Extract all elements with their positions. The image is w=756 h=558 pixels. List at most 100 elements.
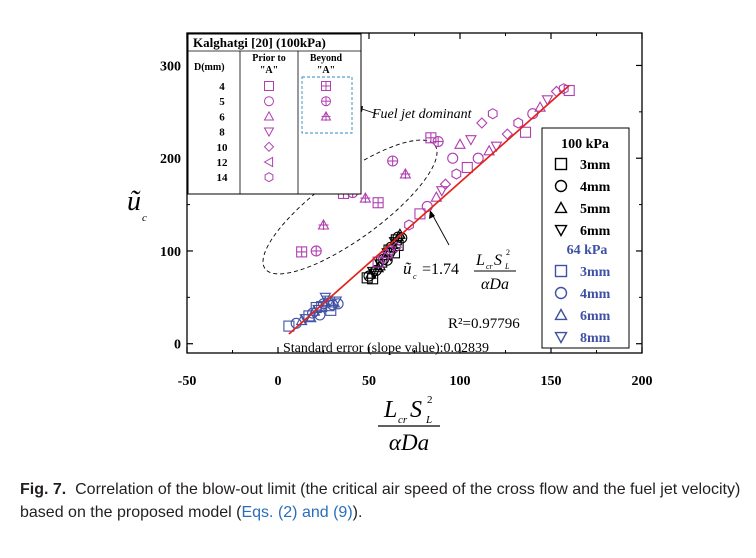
x-tick-labels: -50 0 50 100 150 200 xyxy=(178,374,653,389)
marker-triangle-down xyxy=(263,127,275,138)
eq-denominator: αDa xyxy=(481,276,509,293)
marker-square xyxy=(264,81,274,91)
marker-hexagon xyxy=(487,108,498,120)
inset-beyond-marker xyxy=(321,96,331,107)
data-point xyxy=(430,191,443,202)
data-point xyxy=(461,161,473,174)
caption-text-end: ). xyxy=(352,504,363,521)
inset-row-diameter: 6 xyxy=(219,111,225,123)
marker-square xyxy=(310,302,322,314)
legend-label: 6mm xyxy=(580,309,611,324)
data-point xyxy=(435,186,448,197)
beyond-a-dashed-box xyxy=(301,76,353,134)
legend-marker xyxy=(554,264,568,278)
marker-triangle-down xyxy=(435,186,448,197)
marker-hexagon xyxy=(404,219,414,231)
legend-group2-title: 64 kPa xyxy=(567,243,608,258)
legend-entries: 3mm 4mm 5mm 6mm 3mm 4mm 6mm 8mm xyxy=(554,157,611,346)
marker-circle xyxy=(472,152,484,164)
data-point xyxy=(447,152,459,164)
data-point xyxy=(513,117,524,129)
eq-lhs: ũ xyxy=(403,259,412,278)
data-point xyxy=(314,309,326,321)
marker-circle xyxy=(554,286,568,300)
marker-hexagon xyxy=(264,172,274,183)
fit-line xyxy=(288,84,570,335)
legend-label: 8mm xyxy=(580,331,611,346)
data-point xyxy=(310,245,322,257)
col-prior-header-1: Prior to xyxy=(252,53,285,64)
x-label-cr: cr xyxy=(398,414,408,426)
inset-prior-marker xyxy=(264,172,274,183)
inset-table: Kalghatgi [20] (100kPa) D(mm) Prior to "… xyxy=(187,33,362,195)
caption-equation-link[interactable]: Eqs. (2) and (9) xyxy=(241,504,353,521)
legend-box xyxy=(541,127,630,349)
eq-num-cr: cr xyxy=(486,262,494,271)
data-point xyxy=(368,268,381,280)
marker-diamond xyxy=(390,241,403,254)
marker-triangle-up xyxy=(554,308,568,321)
data-point xyxy=(519,126,532,138)
inset-row-diameter: 12 xyxy=(217,157,229,169)
data-point xyxy=(421,200,433,212)
marker-triangle-down xyxy=(554,331,568,344)
marker-circle xyxy=(332,298,344,310)
fuel-jet-label: Fuel jet dominant xyxy=(371,107,473,122)
data-point xyxy=(317,218,330,230)
x-tick-label: 0 xyxy=(275,374,282,389)
data-point xyxy=(490,141,503,153)
x-tick-label: -50 xyxy=(178,374,197,389)
data-point xyxy=(451,168,462,180)
legend-marker xyxy=(554,286,568,300)
data-point xyxy=(303,310,315,322)
legend-marker xyxy=(554,179,568,193)
data-point xyxy=(483,144,496,156)
legend-marker xyxy=(554,331,568,344)
y-axis-label-sub: c xyxy=(142,212,147,224)
y-tick-label: 100 xyxy=(160,245,181,260)
marker-triangle-up xyxy=(263,110,275,121)
chart-canvas: -50 0 50 100 150 200 0 100 200 300 ũ c L cr S L … xyxy=(127,32,653,455)
col-beyond-header-2: "A" xyxy=(317,65,335,76)
eq-num-S: S xyxy=(494,252,502,269)
legend-label: 3mm xyxy=(580,265,611,280)
y-tick-label: 200 xyxy=(160,152,181,167)
data-point xyxy=(372,197,384,209)
y-tick-label: 0 xyxy=(174,338,181,353)
marker-triangle-down xyxy=(464,135,477,146)
marker-circle xyxy=(264,96,274,107)
marker-triangle-up xyxy=(454,138,466,149)
inset-table-title: Kalghatgi [20] (100kPa) xyxy=(193,35,326,50)
marker-triangle-down xyxy=(490,141,503,153)
marker-square xyxy=(461,161,473,174)
x-axis-label: L cr S L 2 αDa xyxy=(378,394,440,455)
x-tick-label: 150 xyxy=(541,374,562,389)
data-point xyxy=(439,178,452,190)
data-point xyxy=(381,254,393,266)
inset-prior-marker xyxy=(263,156,274,168)
inset-prior-marker xyxy=(264,81,274,91)
legend-label: 4mm xyxy=(580,180,611,195)
data-point xyxy=(399,167,412,179)
marker-circle xyxy=(447,152,459,164)
marker-hexagon xyxy=(513,117,524,129)
data-point xyxy=(359,191,372,204)
data-point xyxy=(476,117,488,129)
inset-prior-marker xyxy=(263,141,275,153)
data-point xyxy=(390,241,403,254)
data-point xyxy=(454,138,466,149)
legend-marker xyxy=(554,224,568,237)
y-axis-label: ũ xyxy=(127,186,141,217)
marker-circle xyxy=(381,254,393,266)
x-label-sup: 2 xyxy=(427,394,433,406)
inset-row-diameter: 10 xyxy=(217,142,229,154)
col-d-header: D(mm) xyxy=(194,62,225,73)
inset-prior-marker xyxy=(263,110,275,121)
inset-beyond-marker xyxy=(321,81,331,91)
eq-num-sub-L: L xyxy=(504,262,510,271)
marker-triangle-left xyxy=(263,156,274,168)
marker-triangle-down xyxy=(541,95,554,106)
equation-arrow xyxy=(431,213,450,246)
data-point xyxy=(373,259,386,271)
x-label-S: S xyxy=(410,397,422,423)
